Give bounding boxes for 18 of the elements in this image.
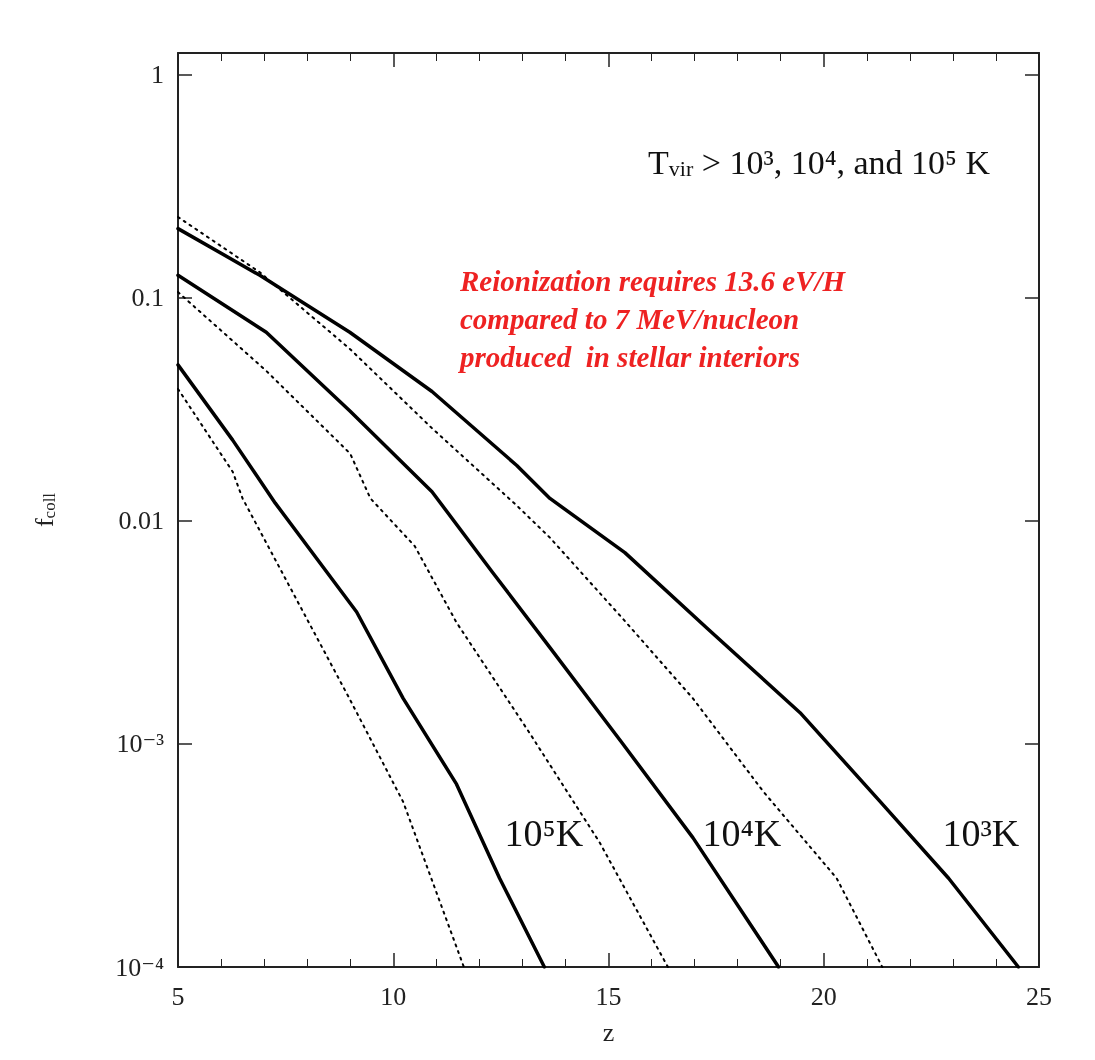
annotation: 10⁵K <box>504 811 584 854</box>
x-axis-title: z <box>602 1017 615 1047</box>
annotation: Reionization requires 13.6 eV/H compared to 7 MeV/nucleon produced in stellar interiors <box>457 265 847 373</box>
y-tick-label: 10⁻⁴ <box>115 952 164 982</box>
y-axis-title: fcoll <box>30 492 60 528</box>
x-tick-label: 25 <box>1026 981 1052 1011</box>
text: Tvir > 10³, 10⁴, and 10⁵ K <box>648 143 991 181</box>
y-tick-label: 1 <box>151 60 164 90</box>
y-tick-label: 10⁻³ <box>116 729 165 759</box>
annotation: 10³K <box>942 811 1020 854</box>
line-series <box>177 387 465 968</box>
annotation: 10⁴K <box>702 811 782 854</box>
y-tick-label: 0.01 <box>118 506 164 536</box>
x-tick-label: 15 <box>595 981 622 1011</box>
y-tick-label: 0.1 <box>131 283 164 313</box>
x-tick-label: 5 <box>171 981 185 1011</box>
x-tick-label: 10 <box>380 981 407 1011</box>
x-tick-label: 20 <box>810 981 837 1011</box>
